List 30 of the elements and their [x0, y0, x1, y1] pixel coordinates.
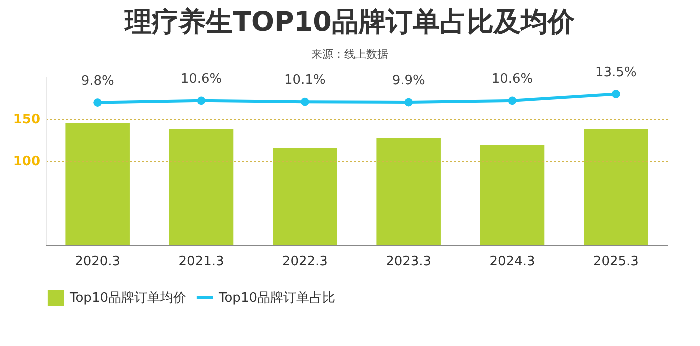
y-tick-label: 100 — [13, 154, 40, 170]
data-label: 13.5% — [596, 65, 637, 80]
point — [508, 96, 517, 106]
data-label: 10.6% — [180, 72, 222, 87]
point — [94, 98, 102, 107]
bar — [376, 138, 441, 245]
legend-label: Top10品牌订单均价 — [69, 291, 186, 306]
bar — [584, 129, 648, 245]
data-label: 9.8% — [81, 74, 114, 89]
x-tick-label: 2023.3 — [386, 254, 432, 270]
x-tick-label: 2022.3 — [282, 254, 328, 270]
y-tick-label: 150 — [13, 112, 40, 128]
chart-subtitle: 来源：线上数据 — [310, 47, 390, 62]
point — [612, 90, 620, 98]
point — [197, 96, 206, 106]
data-label: 9.9% — [392, 74, 426, 89]
bar — [273, 148, 338, 245]
x-tick-label: 2025.3 — [593, 254, 639, 270]
legend-label: Top10品牌订单占比 — [218, 291, 336, 306]
point — [404, 98, 414, 107]
data-label: 10.1% — [284, 73, 326, 88]
point — [300, 98, 310, 106]
bar — [66, 123, 130, 245]
bar — [480, 145, 545, 245]
chart-title: 理疗养生TOP10品牌订单占比及均价 — [123, 6, 576, 40]
x-tick-label: 2020.3 — [75, 254, 121, 270]
x-tick-label: 2021.3 — [178, 254, 224, 270]
x-tick-label: 2024.3 — [490, 254, 536, 270]
bar — [169, 129, 234, 245]
data-label: 10.6% — [492, 72, 534, 87]
